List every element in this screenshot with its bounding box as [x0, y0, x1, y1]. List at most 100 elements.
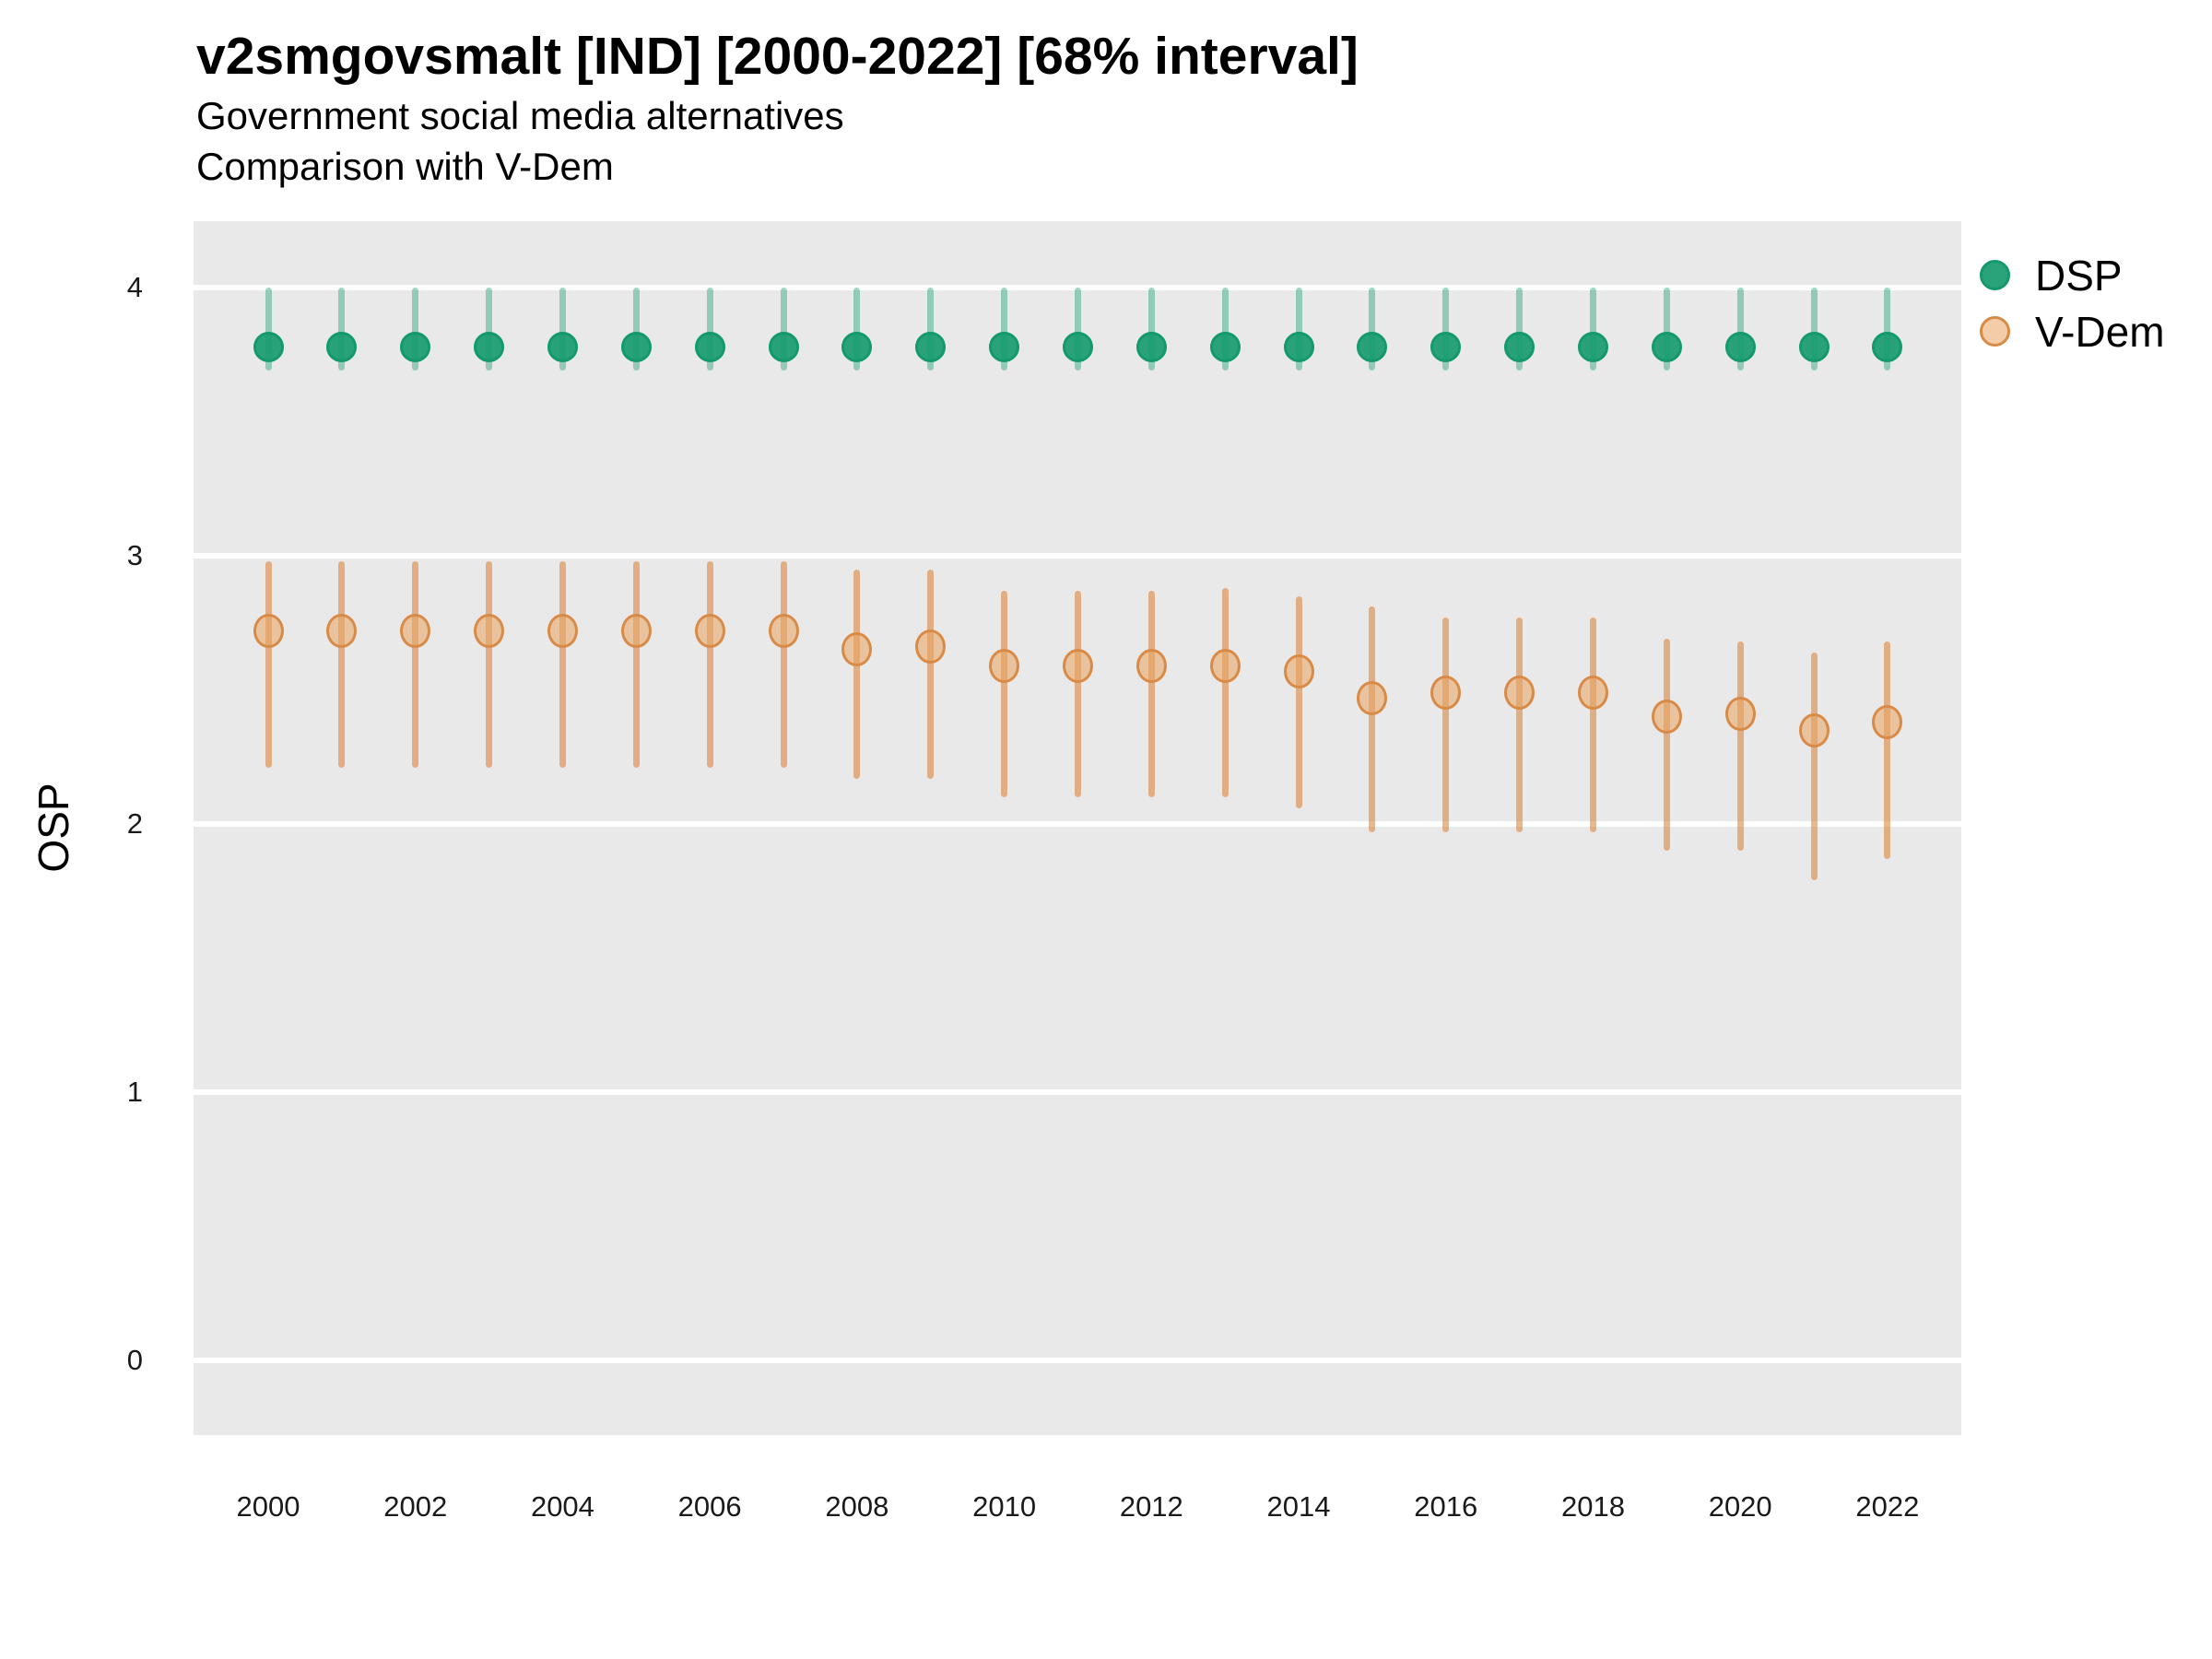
dsp-point-2000 [253, 331, 284, 362]
vdem-interval-2019 [1663, 639, 1670, 852]
y-tick-label-2: 2 [126, 807, 143, 840]
vdem-point-2022 [1872, 704, 1903, 739]
chart-subtitle-line2: Comparison with V-Dem [196, 145, 614, 188]
x-tick-label-2014: 2014 [1266, 1490, 1331, 1523]
dsp-point-2007 [768, 331, 799, 362]
vdem-interval-2020 [1736, 641, 1744, 852]
dsp-legend-swatch-icon [1980, 260, 2010, 290]
vdem-interval-2013 [1221, 587, 1229, 797]
dsp-interval-2011 [1074, 288, 1081, 371]
dsp-interval-2006 [706, 288, 713, 371]
vdem-point-2021 [1798, 712, 1830, 747]
vdem-interval-2005 [632, 560, 640, 768]
dsp-point-2006 [694, 331, 725, 362]
vdem-interval-2017 [1516, 617, 1524, 832]
dsp-interval-2017 [1516, 288, 1524, 371]
vdem-point-2013 [1209, 648, 1241, 683]
vdem-point-2005 [620, 613, 652, 648]
vdem-point-2017 [1504, 675, 1535, 710]
vdem-interval-2012 [1147, 590, 1155, 797]
dsp-point-2015 [1357, 331, 1388, 362]
x-tick-label-2020: 2020 [1708, 1490, 1772, 1523]
gridline-y-3 [194, 553, 1961, 559]
dsp-interval-2012 [1147, 288, 1155, 371]
vdem-interval-2009 [927, 569, 935, 779]
gridline-y-1 [194, 1089, 1961, 1095]
dsp-interval-2010 [1001, 288, 1008, 371]
vdem-interval-2001 [338, 560, 346, 768]
dsp-point-2018 [1577, 331, 1608, 362]
x-tick-label-2004: 2004 [530, 1490, 594, 1523]
vdem-point-2006 [694, 613, 725, 648]
vdem-point-2011 [1062, 648, 1093, 683]
vdem-interval-2008 [853, 569, 861, 779]
legend-item-dsp: DSP [1980, 247, 2165, 303]
dsp-point-2003 [474, 331, 505, 362]
dsp-point-2001 [326, 331, 358, 362]
dsp-point-2021 [1798, 331, 1830, 362]
legend-label-vdem: V-Dem [2035, 307, 2165, 356]
vdem-interval-2004 [559, 560, 566, 768]
vdem-interval-2016 [1442, 617, 1450, 832]
legend-item-vdem: V-Dem [1980, 303, 2165, 359]
vdem-point-2019 [1651, 700, 1682, 735]
dsp-interval-2008 [853, 288, 861, 371]
x-tick-label-2010: 2010 [972, 1490, 1037, 1523]
dsp-point-2008 [841, 331, 873, 362]
vdem-interval-2021 [1810, 652, 1818, 881]
vdem-interval-2002 [412, 560, 419, 768]
y-axis-title: OSP [29, 782, 77, 873]
vdem-point-2009 [915, 629, 947, 665]
vdem-interval-2022 [1884, 641, 1891, 859]
gridline-y-4 [194, 285, 1961, 290]
vdem-point-2000 [253, 613, 284, 648]
vdem-interval-2000 [265, 560, 272, 768]
chart-subtitle-line1: Government social media alternatives [196, 94, 844, 137]
dsp-point-2020 [1724, 331, 1756, 362]
dsp-interval-2015 [1369, 288, 1376, 371]
legend-label-dsp: DSP [2035, 251, 2123, 300]
dsp-interval-2020 [1736, 288, 1744, 371]
vdem-point-2003 [474, 613, 505, 648]
x-tick-label-2008: 2008 [825, 1490, 889, 1523]
dsp-point-2004 [547, 331, 578, 362]
vdem-point-2016 [1430, 675, 1462, 710]
y-tick-label-0: 0 [126, 1344, 143, 1376]
x-tick-label-2006: 2006 [677, 1490, 742, 1523]
dsp-interval-2007 [780, 288, 787, 371]
dsp-interval-2014 [1295, 288, 1302, 371]
dsp-interval-2005 [632, 288, 640, 371]
vdem-interval-2011 [1074, 590, 1081, 797]
dsp-interval-2018 [1589, 288, 1596, 371]
y-tick-label-1: 1 [126, 1076, 143, 1108]
vdem-point-2001 [326, 613, 358, 648]
vdem-interval-2006 [706, 560, 713, 768]
vdem-point-2007 [768, 613, 799, 648]
vdem-interval-2015 [1369, 606, 1376, 832]
vdem-point-2014 [1283, 653, 1314, 688]
vdem-point-2002 [400, 613, 431, 648]
dsp-interval-2000 [265, 288, 272, 371]
x-tick-label-2012: 2012 [1119, 1490, 1183, 1523]
legend: DSP V-Dem [1980, 247, 2165, 359]
dsp-interval-2003 [486, 288, 493, 371]
dsp-interval-2002 [412, 288, 419, 371]
vdem-point-2004 [547, 613, 578, 648]
dsp-point-2010 [989, 331, 1020, 362]
dsp-interval-2021 [1810, 288, 1818, 371]
dsp-point-2011 [1062, 331, 1093, 362]
y-tick-label-3: 3 [126, 539, 143, 571]
vdem-point-2010 [989, 648, 1020, 683]
dsp-interval-2019 [1663, 288, 1670, 371]
dsp-interval-2004 [559, 288, 566, 371]
dsp-point-2017 [1504, 331, 1535, 362]
dsp-interval-2009 [927, 288, 935, 371]
dsp-point-2022 [1872, 331, 1903, 362]
chart-title: v2smgovsmalt [IND] [2000-2022] [68% inte… [196, 27, 1359, 86]
vdem-legend-swatch-icon [1980, 316, 2010, 347]
dsp-point-2012 [1135, 331, 1167, 362]
dsp-point-2014 [1283, 331, 1314, 362]
vdem-interval-2014 [1295, 595, 1302, 808]
dsp-interval-2001 [338, 288, 346, 371]
